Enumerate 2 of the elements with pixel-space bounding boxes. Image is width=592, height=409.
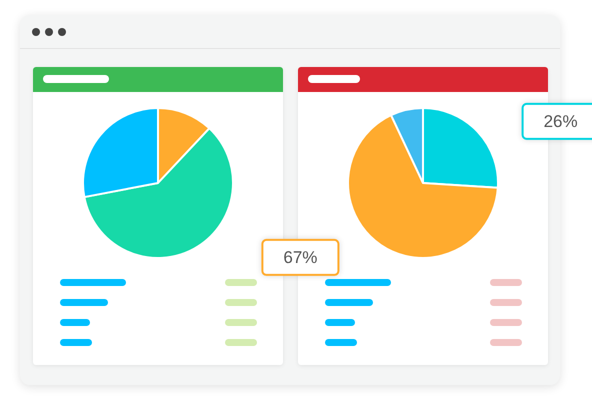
data-label: 67% (283, 248, 318, 267)
data-label: 26% (544, 112, 578, 131)
